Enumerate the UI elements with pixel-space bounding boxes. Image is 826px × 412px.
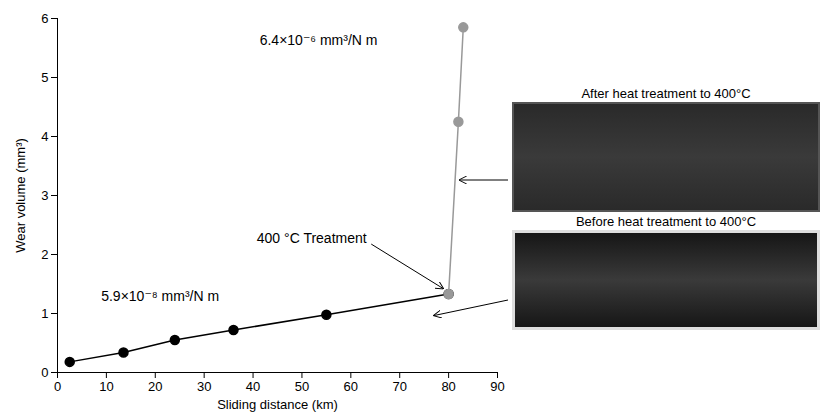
svg-text:6: 6 [41, 11, 48, 26]
svg-text:5.9×10⁻⁸ mm³/N m: 5.9×10⁻⁸ mm³/N m [101, 288, 219, 304]
svg-text:Wear volume (mm³): Wear volume (mm³) [13, 138, 28, 253]
svg-text:4: 4 [41, 129, 48, 144]
svg-text:80: 80 [441, 379, 455, 394]
svg-text:5: 5 [41, 70, 48, 85]
svg-text:400 °C Treatment: 400 °C Treatment [257, 230, 367, 246]
svg-text:60: 60 [344, 379, 358, 394]
svg-text:30: 30 [197, 379, 211, 394]
html-text:After heat treatment to 400°C: After heat treatment to 400°C [581, 86, 751, 101]
svg-text:40: 40 [246, 379, 260, 394]
svg-text:6.4×10⁻⁶ mm³/N m: 6.4×10⁻⁶ mm³/N m [260, 32, 378, 48]
svg-text:0: 0 [54, 379, 61, 394]
svg-text:2: 2 [41, 247, 48, 262]
svg-text:70: 70 [392, 379, 406, 394]
svg-text:0: 0 [41, 365, 48, 380]
svg-text:10: 10 [99, 379, 113, 394]
svg-text:50: 50 [295, 379, 309, 394]
svg-text:Sliding distance (km): Sliding distance (km) [217, 397, 338, 412]
svg-text:20: 20 [148, 379, 162, 394]
svg-text:90: 90 [490, 379, 504, 394]
html-text:Before heat treatment to 400°C: Before heat treatment to 400°C [576, 214, 756, 229]
svg-text:3: 3 [41, 188, 48, 203]
svg-text:1: 1 [41, 306, 48, 321]
